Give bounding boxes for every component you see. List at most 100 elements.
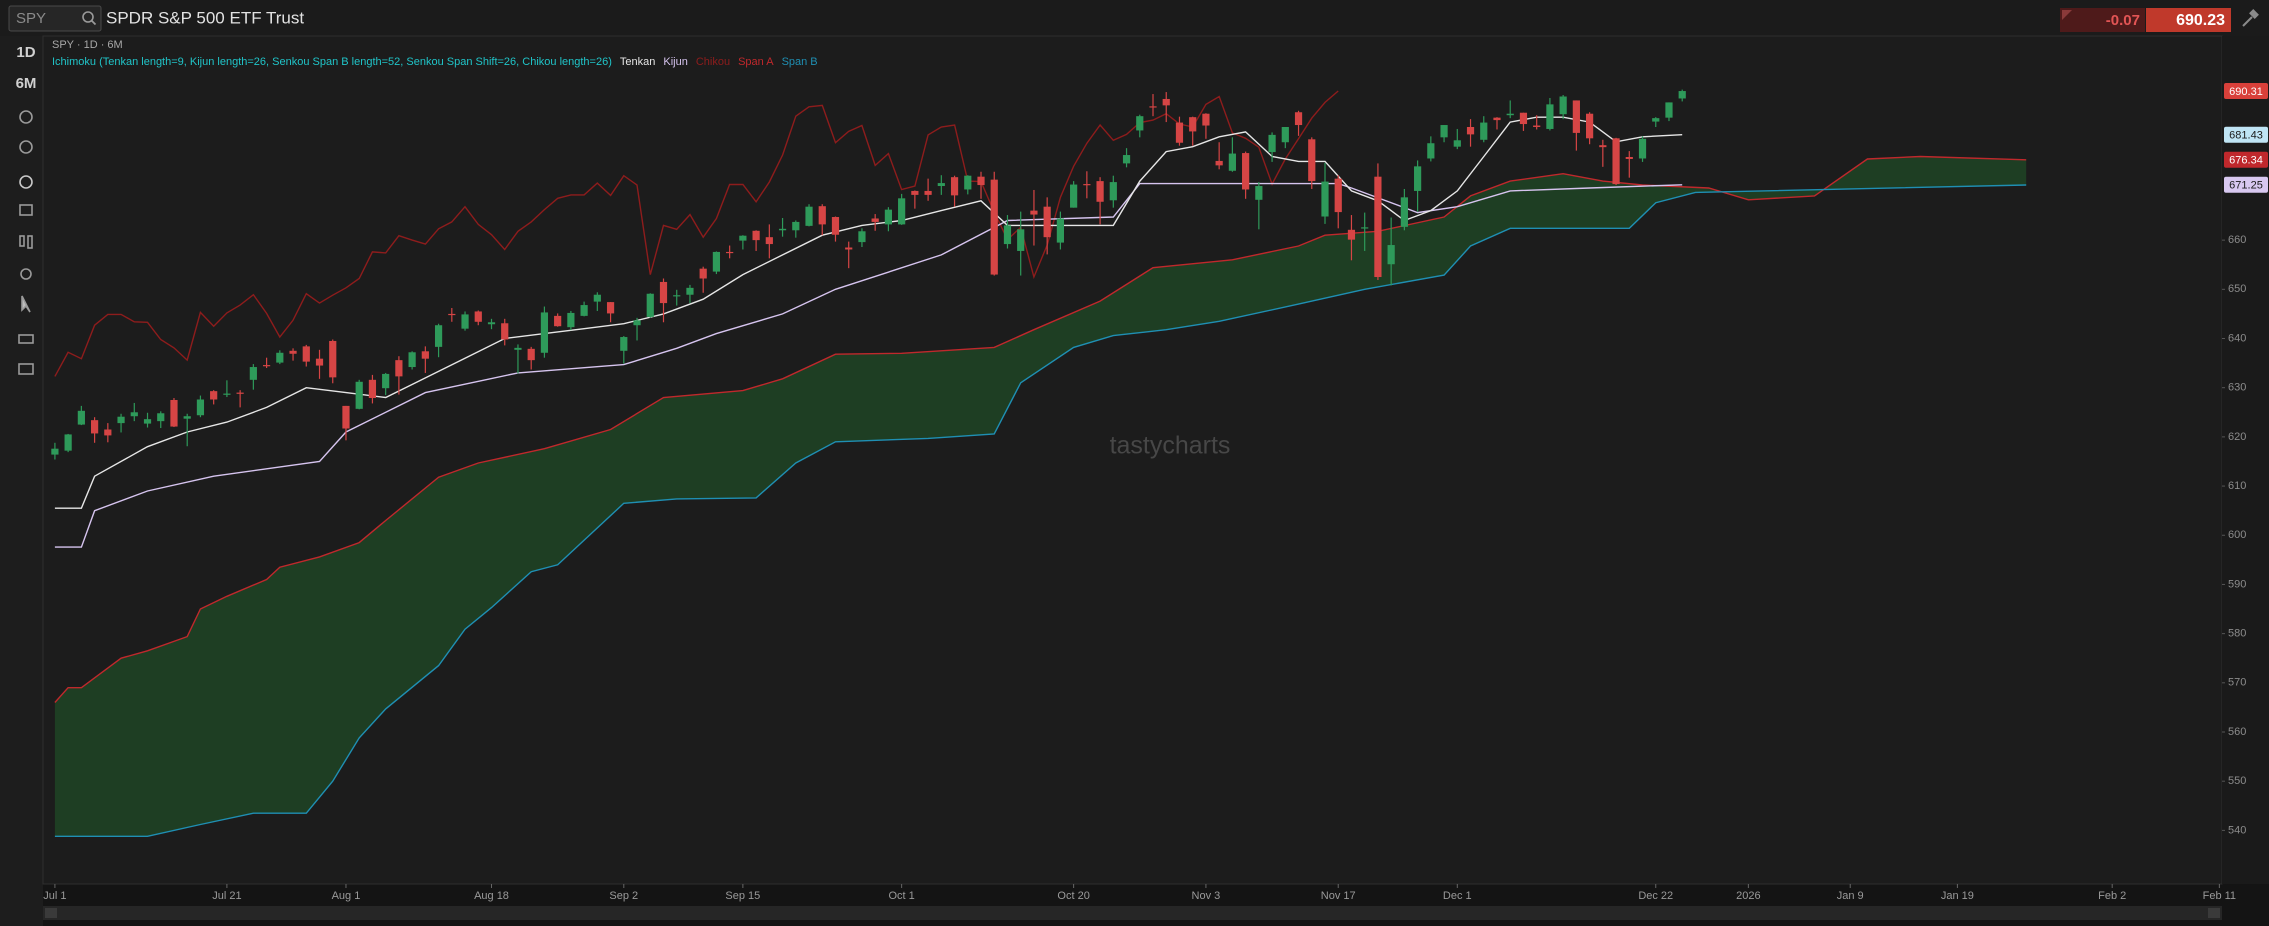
candle-body <box>554 315 562 327</box>
x-tick-label: 2026 <box>1736 890 1760 902</box>
candle-body <box>64 434 72 451</box>
x-tick-label: Sep 15 <box>725 890 760 902</box>
candle-body <box>778 228 787 231</box>
candle-body <box>1466 126 1475 135</box>
candle-body <box>1109 182 1117 201</box>
candle-body <box>289 350 297 354</box>
range-button[interactable]: 6M <box>16 75 37 92</box>
chart-type-button[interactable] <box>19 235 25 247</box>
candle-body <box>90 420 99 434</box>
indicator-line <box>54 184 2027 837</box>
change-corner <box>2062 10 2072 20</box>
indicators-button[interactable] <box>19 175 33 189</box>
candle-body <box>196 399 205 416</box>
candle-body <box>1414 166 1422 191</box>
candle-body <box>1281 126 1289 143</box>
candle-body <box>937 183 945 187</box>
candle-body <box>1017 229 1025 251</box>
candle-body <box>712 251 721 272</box>
candle-body <box>911 190 919 195</box>
candle-body <box>434 325 443 347</box>
search-icon[interactable] <box>82 11 94 23</box>
candle-body <box>1559 96 1567 115</box>
y-tick-label: 580 <box>2228 628 2246 640</box>
candle-body <box>262 365 271 367</box>
candle-body <box>1533 125 1541 127</box>
chart-title: SPY · 1D · 6M <box>52 39 123 51</box>
candle-body <box>527 348 535 361</box>
candle-body <box>620 337 628 351</box>
change-box <box>2060 8 2145 32</box>
candle-body <box>382 373 390 389</box>
x-tick-label: Dec 1 <box>1443 890 1472 902</box>
candle-body <box>143 419 152 424</box>
candle-body <box>1599 145 1607 148</box>
y-tick-label: 640 <box>2228 332 2246 344</box>
candle-body <box>858 231 866 243</box>
scroll-left[interactable] <box>45 908 57 918</box>
y-tick-label: 620 <box>2228 431 2246 443</box>
candle-body <box>1440 125 1448 138</box>
symbol-input[interactable]: SPY <box>16 10 46 27</box>
candle-body <box>236 392 244 394</box>
candle-body <box>1321 181 1329 217</box>
candle-body <box>990 179 998 275</box>
candle-body <box>950 177 959 196</box>
candle-body <box>1056 218 1064 243</box>
y-tick-label: 590 <box>2228 578 2246 590</box>
price-label: 681.43 <box>2229 130 2263 142</box>
search-box[interactable]: SPY <box>8 5 102 32</box>
candle-body <box>448 313 456 316</box>
candle-body <box>1043 206 1051 238</box>
x-tick-label: Jan 19 <box>1941 890 1974 902</box>
candle-body <box>1242 153 1250 190</box>
timeframe-button[interactable]: 1D <box>16 44 35 61</box>
candle-body <box>474 311 482 322</box>
candle-body <box>1308 139 1316 182</box>
legend-entry: Kijun <box>663 56 687 68</box>
y-tick-label: 660 <box>2228 234 2246 246</box>
candle-body <box>924 190 932 195</box>
legend-entry: Chikou <box>696 56 730 68</box>
scrollbar[interactable] <box>43 906 2222 920</box>
candle-body <box>580 305 588 316</box>
x-tick-label: Feb 11 <box>2203 890 2236 902</box>
y-tick-label: 650 <box>2228 283 2246 295</box>
candle-body <box>752 230 760 241</box>
candle-body <box>884 209 893 225</box>
legend-entry: Span B <box>782 56 818 68</box>
candle-body <box>977 176 985 186</box>
candle-body <box>223 393 231 395</box>
zoom-out-button[interactable] <box>19 140 33 154</box>
candle-body <box>540 312 549 353</box>
candle-body <box>210 391 218 400</box>
candle-body <box>501 323 509 340</box>
candle-body <box>1400 197 1408 227</box>
drawings-button[interactable] <box>18 334 34 344</box>
price-label: 676.34 <box>2229 155 2263 167</box>
candle-body <box>487 322 496 325</box>
candle-body <box>1665 102 1673 118</box>
candle-body <box>408 352 416 368</box>
studies-button[interactable] <box>19 204 33 216</box>
candle-body <box>1070 184 1078 208</box>
cursor-button[interactable] <box>21 295 31 313</box>
scroll-right[interactable] <box>2208 908 2220 918</box>
candle-body <box>395 360 403 377</box>
candle-body <box>686 287 694 295</box>
price-label-box <box>2224 151 2268 168</box>
candle-body <box>461 314 469 329</box>
pin-button[interactable] <box>2242 9 2259 27</box>
candle-body <box>51 448 59 455</box>
open-button[interactable] <box>18 363 34 375</box>
candle-body <box>1136 116 1144 131</box>
last-price: 690.23 <box>2176 12 2225 29</box>
candle-body <box>1586 113 1594 139</box>
zoom-in-button[interactable] <box>19 110 33 124</box>
search-field[interactable] <box>8 5 102 32</box>
price-label: 690.31 <box>2229 86 2263 98</box>
candle-body <box>170 399 178 427</box>
settings-button[interactable] <box>20 268 32 280</box>
plot <box>51 89 2027 837</box>
pin-icon[interactable] <box>2242 16 2253 27</box>
